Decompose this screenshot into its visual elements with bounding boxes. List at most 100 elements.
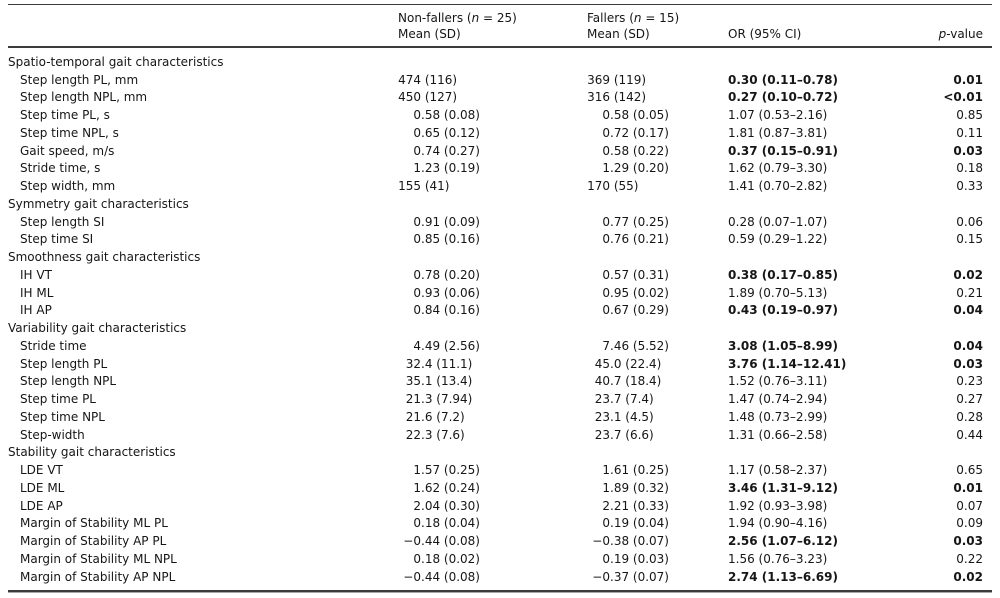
table-row: Stride time 4.49 (2.56) 7.46 (5.52) 3.08… <box>8 337 992 355</box>
row-label: Stride time, s <box>20 161 101 176</box>
nonfallers-mean-sd: 1.23 (0.19) <box>413 161 480 176</box>
p-value: 0.15 <box>956 232 983 247</box>
row-label: Step-width <box>20 427 85 442</box>
nonfallers-mean-sd: 474 (116) <box>398 72 458 87</box>
p-value: 0.03 <box>953 356 983 371</box>
fallers-mean-sd: 1.29 (0.20) <box>602 161 669 176</box>
odds-ratio-ci: 0.28 (0.07–1.07) <box>728 214 828 229</box>
odds-ratio-ci: 0.27 (0.10–0.72) <box>728 90 838 105</box>
section-title: Smoothness gait characteristics <box>8 250 201 265</box>
p-value: 0.02 <box>953 569 983 584</box>
odds-ratio-ci: 1.52 (0.76–3.11) <box>728 374 828 389</box>
row-label: Step length NPL, mm <box>20 90 148 105</box>
row-label: Step width, mm <box>20 179 116 194</box>
nonfallers-mean-sd: 0.85 (0.16) <box>413 232 480 247</box>
p-value: 0.04 <box>953 303 983 318</box>
nonfallers-mean-sd: 4.49 (2.56) <box>413 338 480 353</box>
section-header-row: Variability gait characteristics <box>8 319 992 337</box>
table-row: IH AP 0.84 (0.16) 0.67 (0.29) 0.43 (0.19… <box>8 302 992 320</box>
fallers-mean-sd: 0.76 (0.21) <box>602 232 669 247</box>
row-label: Step time SI <box>20 232 94 247</box>
fallers-mean-sd: 0.58 (0.05) <box>602 108 669 123</box>
p-value: 0.65 <box>956 463 983 478</box>
row-label: LDE ML <box>20 480 65 495</box>
fallers-mean-sd: 0.57 (0.31) <box>602 267 669 282</box>
nonfallers-mean-sd: 21.3 (7.94) <box>405 392 473 407</box>
table-header-row: Non-fallers (n = 25) Mean (SD) Fallers (… <box>8 4 992 48</box>
column-header-odds-ratio: OR (95% CI) <box>728 27 802 41</box>
table-row: Step time PL 21.3 (7.94) 23.7 (7.4) 1.47… <box>8 390 992 408</box>
nonfallers-mean-sd: 0.93 (0.06) <box>413 285 480 300</box>
p-value: 0.07 <box>956 498 983 513</box>
fallers-mean-sd: −0.38 (0.07) <box>592 534 669 549</box>
nonfallers-mean-sd: −0.44 (0.08) <box>403 534 480 549</box>
table-row: Gait speed, m/s 0.74 (0.27) 0.58 (0.22) … <box>8 142 992 160</box>
p-value: 0.23 <box>956 374 983 389</box>
row-label: Margin of Stability ML NPL <box>20 551 177 566</box>
fallers-mean-sd: 23.1 (4.5) <box>594 409 654 424</box>
p-value: <0.01 <box>943 90 983 105</box>
row-label: Margin of Stability ML PL <box>20 516 168 531</box>
column-header-fallers: Fallers (n = 15) Mean (SD) <box>587 10 728 42</box>
table-row: Stride time, s 1.23 (0.19) 1.29 (0.20) 1… <box>8 160 992 178</box>
row-label: Step time PL, s <box>20 108 110 123</box>
p-value: 0.85 <box>956 108 983 123</box>
nonfallers-mean-sd-label: Mean (SD) <box>398 27 461 41</box>
table-row: LDE VT 1.57 (0.25) 1.61 (0.25) 1.17 (0.5… <box>8 461 992 479</box>
table-row: IH ML 0.93 (0.06) 0.95 (0.02) 1.89 (0.70… <box>8 284 992 302</box>
row-label: Step length PL, mm <box>20 72 139 87</box>
table-row: IH VT 0.78 (0.20) 0.57 (0.31) 0.38 (0.17… <box>8 266 992 284</box>
fallers-mean-sd: 1.61 (0.25) <box>602 463 669 478</box>
odds-ratio-ci: 1.94 (0.90–4.16) <box>728 516 828 531</box>
fallers-mean-sd: 170 (55) <box>587 179 639 194</box>
p-value: 0.06 <box>956 214 983 229</box>
p-value: 0.02 <box>953 267 983 282</box>
table-row: Step width, mm 155 (41) 170 (55) 1.41 (0… <box>8 177 992 195</box>
table-row: Step time SI 0.85 (0.16) 0.76 (0.21) 0.5… <box>8 231 992 249</box>
odds-ratio-ci: 1.41 (0.70–2.82) <box>728 179 828 194</box>
nonfallers-mean-sd: 2.04 (0.30) <box>413 498 480 513</box>
odds-ratio-ci: 3.46 (1.31–9.12) <box>728 480 838 495</box>
row-label: Step time NPL <box>20 409 105 424</box>
odds-ratio-ci: 1.89 (0.70–5.13) <box>728 285 828 300</box>
odds-ratio-ci: 1.07 (0.53–2.16) <box>728 108 828 123</box>
nonfallers-mean-sd: 0.58 (0.08) <box>413 108 480 123</box>
row-label: Margin of Stability AP PL <box>20 534 167 549</box>
row-label: LDE AP <box>20 498 63 513</box>
table-row: Margin of Stability AP NPL −0.44 (0.08) … <box>8 568 992 586</box>
p-value: 0.11 <box>956 125 983 140</box>
table-bottom-rule <box>8 589 992 592</box>
section-header-row: Stability gait characteristics <box>8 444 992 462</box>
column-header-nonfallers: Non-fallers (n = 25) Mean (SD) <box>398 10 587 42</box>
odds-ratio-ci: 1.47 (0.74–2.94) <box>728 392 828 407</box>
p-value: 0.01 <box>953 480 983 495</box>
results-table: Non-fallers (n = 25) Mean (SD) Fallers (… <box>8 0 992 593</box>
row-label: Step length SI <box>20 214 105 229</box>
nonfallers-mean-sd: 32.4 (11.1) <box>405 356 473 371</box>
table-row: LDE AP 2.04 (0.30) 2.21 (0.33) 1.92 (0.9… <box>8 497 992 515</box>
nonfallers-mean-sd: 155 (41) <box>398 179 450 194</box>
nonfallers-mean-sd: 0.91 (0.09) <box>413 214 480 229</box>
nonfallers-mean-sd: 0.65 (0.12) <box>413 125 480 140</box>
odds-ratio-ci: 0.30 (0.11–0.78) <box>728 72 838 87</box>
column-header-p-value: p-value <box>938 27 983 41</box>
section-title: Stability gait characteristics <box>8 445 176 460</box>
row-label: Stride time <box>20 338 87 353</box>
row-label: Gait speed, m/s <box>20 143 115 158</box>
odds-ratio-ci: 0.59 (0.29–1.22) <box>728 232 828 247</box>
fallers-mean-sd: 0.67 (0.29) <box>602 303 669 318</box>
nonfallers-mean-sd: 0.84 (0.16) <box>413 303 480 318</box>
fallers-mean-sd: 0.19 (0.03) <box>602 551 669 566</box>
section-header-row: Spatio-temporal gait characteristics <box>8 53 992 71</box>
odds-ratio-ci: 1.31 (0.66–2.58) <box>728 427 828 442</box>
fallers-mean-sd: 40.7 (18.4) <box>594 374 662 389</box>
odds-ratio-ci: 1.56 (0.76–3.23) <box>728 551 828 566</box>
p-value: 0.21 <box>956 285 983 300</box>
fallers-group-label: Fallers (n = 15) <box>587 11 680 25</box>
row-label: Margin of Stability AP NPL <box>20 569 176 584</box>
table-row: Step length NPL 35.1 (13.4) 40.7 (18.4) … <box>8 373 992 391</box>
table-row: Step time PL, s 0.58 (0.08) 0.58 (0.05) … <box>8 106 992 124</box>
row-label: IH ML <box>20 285 54 300</box>
nonfallers-mean-sd: 21.6 (7.2) <box>405 409 465 424</box>
table-row: Step length PL 32.4 (11.1) 45.0 (22.4) 3… <box>8 355 992 373</box>
